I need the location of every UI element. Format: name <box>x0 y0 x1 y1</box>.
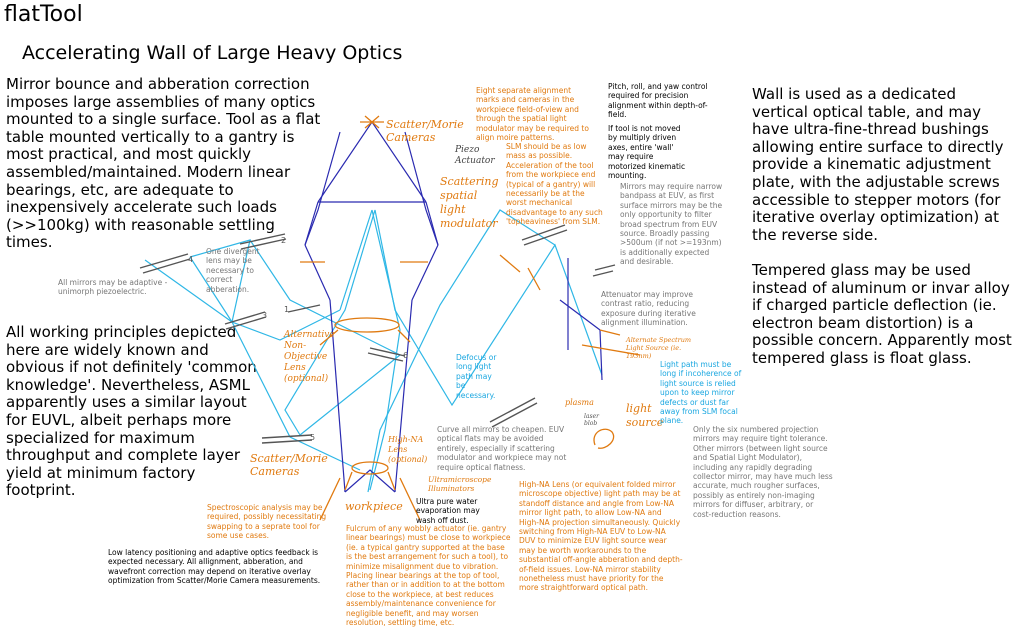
note-curve-mirrors: Curve all mirrors to cheapen. EUV optica… <box>437 425 567 472</box>
laser-blob-label: laser blob <box>584 413 599 427</box>
light-source-label: light source <box>626 402 664 429</box>
note-narrow-bandpass: Mirrors may require narrow bandpass at E… <box>620 182 723 267</box>
note-adaptive-mirrors: All mirrors may be adaptive - unimorph p… <box>58 278 168 297</box>
piezo-label: Piezo Actuator <box>455 145 495 166</box>
tempered-glass-paragraph: Tempered glass may be used instead of al… <box>752 261 1012 367</box>
note-ultra-pure-water: Ultra pure water evaporation may wash of… <box>416 497 480 525</box>
note-light-path-long: Light path must be long if incoherence o… <box>660 360 742 426</box>
plasma-label: plasma <box>565 398 594 407</box>
app-title: flatTool <box>4 2 83 27</box>
alt-lens-label: Alternative Non-Objective Lens (optional… <box>284 330 335 384</box>
orange-markings <box>300 115 641 521</box>
principles-paragraph: All working principles depicted here are… <box>6 323 257 500</box>
mirror-number-5: 5 <box>310 433 315 442</box>
note-high-na-lens: High-NA Lens (or equivalent folded mirro… <box>519 480 683 593</box>
mirror-number-4: 4 <box>188 255 193 264</box>
mirror-number-1: 1 <box>284 305 289 314</box>
note-six-numbered: Only the six numbered projection mirrors… <box>693 425 833 519</box>
mirror-number-6: 6 <box>403 351 408 360</box>
workpiece-label: workpiece <box>345 500 403 513</box>
scatter-cameras-bottom-label: Scatter/Morie Cameras <box>250 452 328 478</box>
intro-paragraph: Mirror bounce and abberation correction … <box>6 75 321 252</box>
mirror-number-2: 2 <box>281 236 286 245</box>
wall-paragraph: Wall is used as a dedicated vertical opt… <box>752 85 1004 244</box>
note-defocus: Defocus or long light path may be necess… <box>456 353 497 400</box>
scatter-cameras-top-label: Scatter/Morie Cameras <box>386 118 464 144</box>
note-fulcrum: Fulcrum of any wobbly actuator (ie. gant… <box>346 524 511 627</box>
camera-frame <box>304 121 603 493</box>
note-spectroscopic: Spectroscopic analysis may be required, … <box>207 503 327 541</box>
mirror-number-3: 3 <box>262 311 267 320</box>
note-tool-not-moved: If tool is not moved by multiply driven … <box>608 124 686 181</box>
note-low-latency: Low latency positioning and adaptive opt… <box>108 548 321 586</box>
page-subtitle: Accelerating Wall of Large Heavy Optics <box>22 42 403 64</box>
alt-spectrum-label: Alternate Spectrum Light Source (ie. 193… <box>626 336 692 360</box>
note-pitch-roll: Pitch, roll, and yaw control required fo… <box>608 82 708 120</box>
note-eight-marks: Eight separate alignment marks and camer… <box>476 86 589 143</box>
note-divergent-lens: One divergent lens may be necessary to c… <box>206 247 260 294</box>
ultramicroscope-label: Ultramicroscope Illuminators <box>428 475 492 493</box>
note-slm-low-mass: SLM should be as low mass as possible. A… <box>506 142 603 227</box>
note-attenuator: Attenuator may improve contrast ratio, r… <box>601 290 696 328</box>
light-path <box>144 209 603 493</box>
slm-label: Scattering spatial light modulator <box>440 175 499 230</box>
mirrors <box>139 224 616 444</box>
high-na-lens-label: High-NA Lens (optional) <box>388 435 428 464</box>
